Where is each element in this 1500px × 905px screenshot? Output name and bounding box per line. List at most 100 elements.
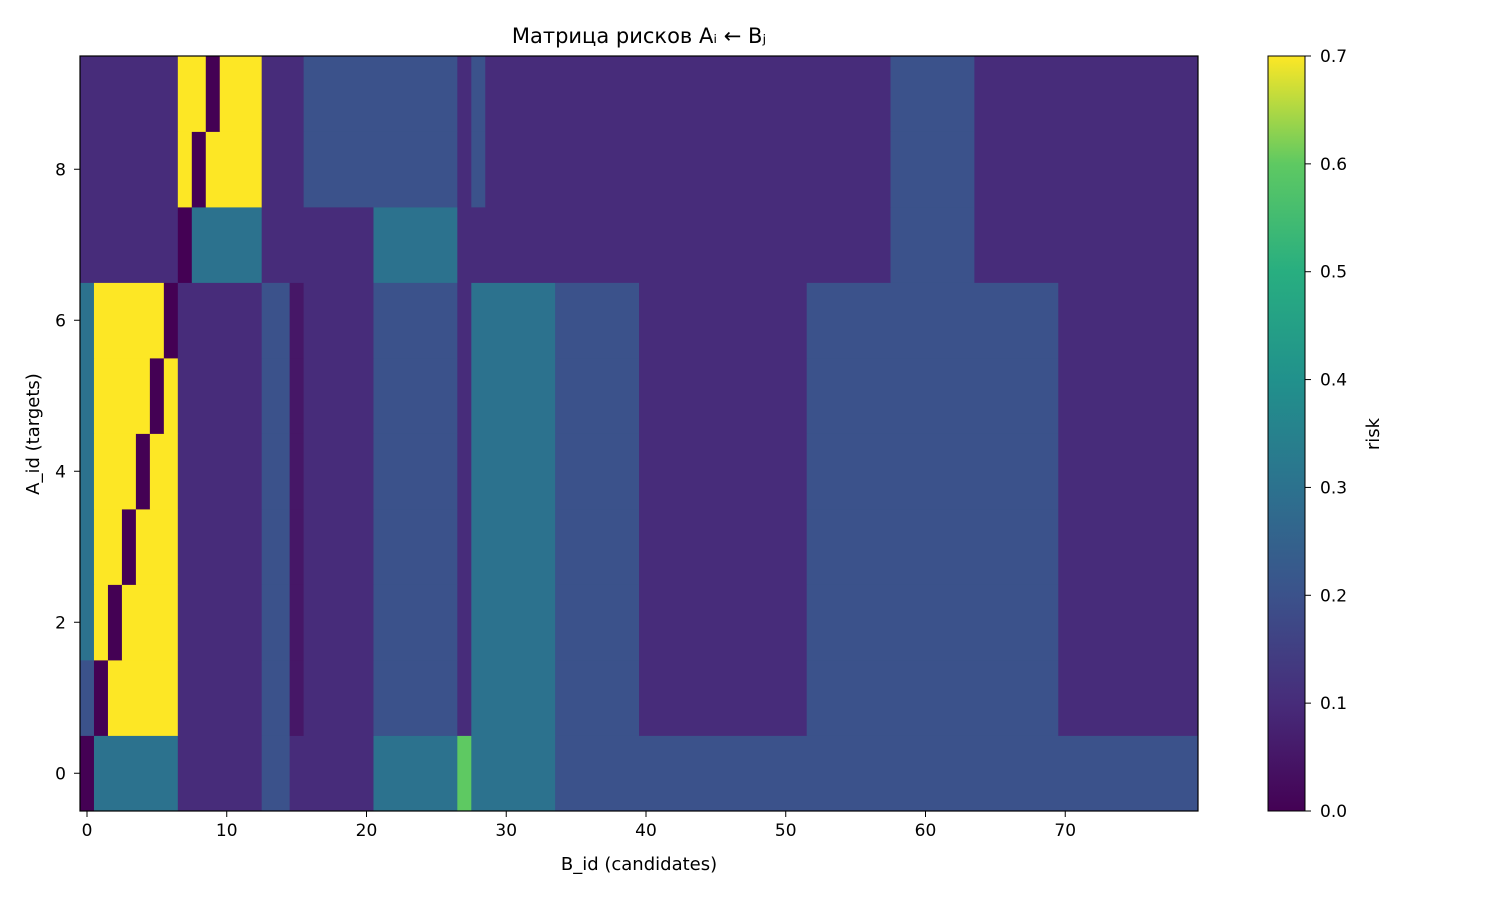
heatmap-cell	[471, 282, 556, 359]
heatmap-cell	[107, 584, 123, 661]
heatmap-cell	[457, 358, 472, 434]
heatmap-cell	[80, 56, 179, 132]
heatmap-cell	[373, 584, 458, 661]
heatmap-cell	[457, 660, 472, 736]
heatmap-cell	[80, 282, 95, 359]
heatmap-cell	[303, 509, 374, 585]
heatmap-cell	[974, 131, 1199, 208]
colorbar-tick-label: 0.6	[1320, 155, 1347, 175]
heatmap-cell	[806, 509, 1059, 585]
x-tick-label: 40	[635, 821, 657, 841]
heatmap-cell	[289, 509, 305, 585]
heatmap-cell	[261, 660, 291, 736]
heatmap-cell	[373, 282, 458, 359]
heatmap-cell	[80, 509, 95, 585]
heatmap-cell	[373, 433, 458, 510]
heatmap-cell	[261, 207, 374, 283]
colorbar-tick-label: 0.1	[1320, 694, 1347, 714]
heatmap-cell	[471, 660, 556, 736]
heatmap-cell	[303, 584, 374, 661]
heatmap-cell	[289, 660, 305, 736]
heatmap-cell	[1058, 433, 1199, 510]
heatmap-cell	[974, 56, 1199, 132]
heatmap-cell	[80, 358, 95, 434]
heatmap-cell	[289, 282, 305, 359]
heatmap-cell	[289, 584, 305, 661]
heatmap-cell	[135, 433, 151, 510]
heatmap-cell	[303, 433, 374, 510]
heatmap-cell	[555, 660, 640, 736]
colorbar-tick-label: 0.2	[1320, 586, 1347, 606]
heatmap-cell	[80, 584, 95, 661]
heatmap-cell	[107, 660, 179, 736]
heatmap-cell	[974, 207, 1199, 283]
heatmap-cell	[555, 584, 640, 661]
heatmap-cell	[177, 509, 263, 585]
plot-frame	[79, 55, 1199, 812]
heatmap-cell	[93, 584, 109, 661]
y-axis-ticks: 0 2 4 6 8	[55, 160, 80, 784]
heatmap-cell	[373, 735, 458, 812]
heatmap-cell	[555, 358, 640, 434]
heatmap-cell	[80, 735, 95, 812]
heatmap-cell	[177, 584, 263, 661]
x-tick-label: 30	[495, 821, 517, 841]
heatmap-cell	[890, 56, 975, 132]
heatmap-cell	[177, 660, 263, 736]
heatmap-cell	[303, 660, 374, 736]
heatmap-cell	[261, 282, 291, 359]
heatmap-cell	[163, 358, 179, 434]
heatmap-cell	[555, 509, 640, 585]
chart-title: Матрица рисков Aᵢ ← Bⱼ	[512, 24, 766, 48]
heatmap-cell	[177, 358, 263, 434]
y-axis-label: A_id (targets)	[23, 373, 44, 495]
heatmap-cell	[80, 207, 179, 283]
colorbar-tick-label: 0.7	[1320, 47, 1347, 67]
heatmap-cell	[191, 131, 207, 208]
heatmap-cell	[471, 56, 486, 132]
heatmap-cell	[93, 358, 151, 434]
heatmap-cell	[639, 660, 808, 736]
heatmap-cell	[191, 207, 263, 283]
heatmap-cell	[303, 358, 374, 434]
heatmap-cells	[80, 56, 1199, 812]
x-tick-label: 10	[216, 821, 238, 841]
heatmap-cell	[177, 131, 193, 208]
heatmap-cell	[457, 207, 891, 283]
heatmap-cell	[261, 358, 291, 434]
heatmap-cell	[890, 207, 975, 283]
y-tick-label: 6	[55, 311, 66, 331]
heatmap-cell	[639, 584, 808, 661]
heatmap-cell	[93, 282, 165, 359]
heatmap-cell	[177, 735, 263, 812]
heatmap-cell	[93, 660, 109, 736]
heatmap-cell	[639, 358, 808, 434]
heatmap-cell	[205, 56, 221, 132]
heatmap-cell	[261, 433, 291, 510]
x-tick-label: 50	[775, 821, 797, 841]
heatmap-cell	[1058, 584, 1199, 661]
heatmap-cell	[289, 433, 305, 510]
heatmap-cell	[289, 735, 374, 812]
heatmap-cell	[485, 56, 891, 132]
heatmap-cell	[471, 358, 556, 434]
heatmap-cell	[177, 207, 193, 283]
heatmap-cell	[121, 584, 179, 661]
colorbar-tick-label: 0.0	[1320, 802, 1347, 822]
heatmap-cell	[471, 131, 486, 208]
heatmap-cell	[639, 509, 808, 585]
x-tick-label: 20	[356, 821, 378, 841]
heatmap-cell	[555, 433, 640, 510]
heatmap-cell	[471, 584, 556, 661]
heatmap-cell	[457, 56, 472, 132]
y-tick-label: 4	[55, 462, 66, 482]
heatmap-cell	[1058, 358, 1199, 434]
heatmap-cell	[261, 509, 291, 585]
heatmap-cell	[806, 433, 1059, 510]
heatmap-cell	[485, 131, 891, 208]
heatmap-cell	[80, 433, 95, 510]
heatmap-cell	[80, 131, 179, 208]
heatmap-cell	[457, 433, 472, 510]
